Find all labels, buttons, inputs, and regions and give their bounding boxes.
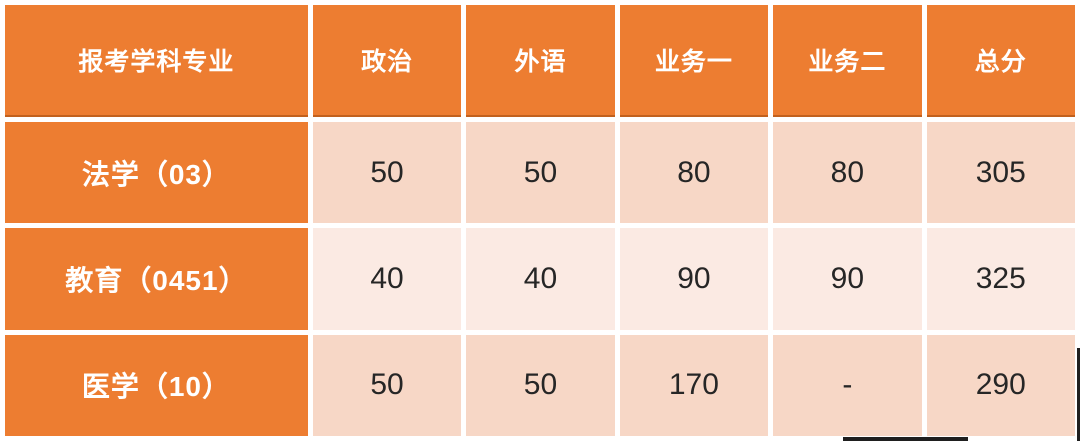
value-cell: 90	[773, 228, 922, 330]
header-cell-politics: 政治	[312, 5, 462, 117]
value-cell: 50	[312, 122, 462, 224]
screenshot-edge-artifact	[843, 437, 968, 441]
value-cell: 170	[619, 334, 769, 436]
value-cell: 50	[466, 334, 615, 436]
value-cell: 80	[619, 122, 769, 224]
value-cell: -	[773, 334, 922, 436]
value-cell: 290	[926, 334, 1075, 436]
value-cell: 90	[619, 228, 769, 330]
header-cell-total: 总分	[926, 5, 1075, 117]
value-cell: 40	[312, 228, 462, 330]
table-row-medicine: 医学（10） 50 50 170 - 290	[5, 334, 1075, 436]
row-label-cell: 医学（10）	[5, 334, 308, 436]
header-row: 报考学科专业 政治 外语 业务一 业务二 总分	[5, 5, 1075, 117]
value-cell: 50	[466, 122, 615, 224]
value-cell: 40	[466, 228, 615, 330]
table-row-law: 法学（03） 50 50 80 80 305	[5, 122, 1075, 224]
screenshot-edge-artifact	[1077, 348, 1080, 441]
header-cell-subject: 报考学科专业	[5, 5, 308, 117]
header-cell-foreign-language: 外语	[466, 5, 615, 117]
header-cell-major-2: 业务二	[773, 5, 922, 117]
value-cell: 325	[926, 228, 1075, 330]
table-row-education: 教育（0451） 40 40 90 90 325	[5, 228, 1075, 330]
value-cell: 50	[312, 334, 462, 436]
row-label-cell: 法学（03）	[5, 122, 308, 224]
value-cell: 80	[773, 122, 922, 224]
row-label-cell: 教育（0451）	[5, 228, 308, 330]
value-cell: 305	[926, 122, 1075, 224]
header-cell-major-1: 业务一	[619, 5, 769, 117]
